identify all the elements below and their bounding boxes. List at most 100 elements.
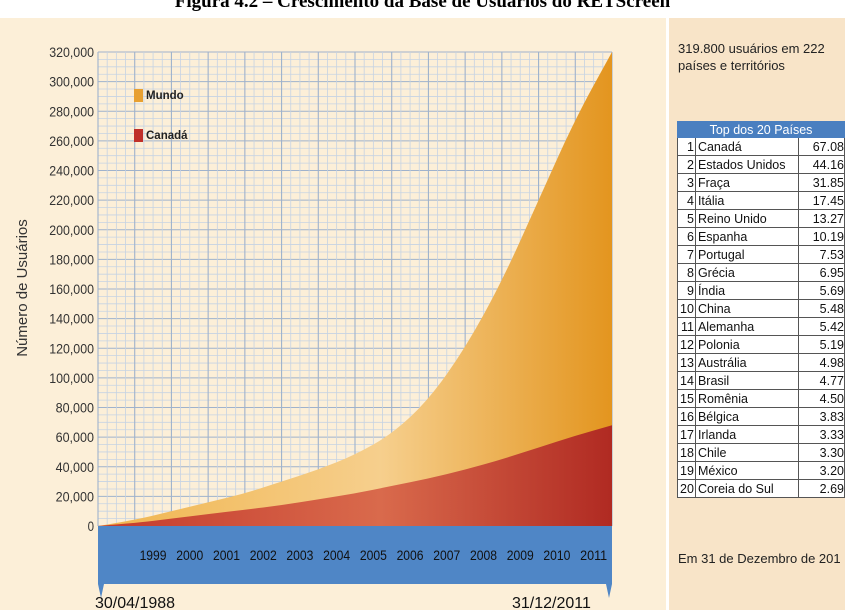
table-row: 8 Grécia 6.95: [678, 264, 845, 282]
y-tick-label: 180,000: [49, 251, 94, 267]
table-row: 2 Estados Unidos 44.16: [678, 156, 845, 174]
y-tick-label: 320,000: [49, 44, 94, 60]
side-panel: 319.800 usuários em 222 países e territó…: [669, 18, 845, 610]
top-countries-table: Top dos 20 Países 1 Canadá 67.08 2 Estados U…: [677, 121, 845, 498]
x-tick-label: 2001: [213, 547, 240, 563]
rank-cell: 1: [678, 138, 696, 156]
end-date-label: 31/12/2011: [512, 595, 591, 610]
legend-label-mundo: Mundo: [146, 90, 184, 102]
table-row: 19 México 3.20: [678, 462, 845, 480]
x-tick-label: 2004: [323, 547, 350, 563]
table-row: 20 Coreia do Sul 2.69: [678, 480, 845, 498]
rank-cell: 14: [678, 372, 696, 390]
rank-cell: 20: [678, 480, 696, 498]
users-cell: 6.95: [798, 264, 844, 282]
y-tick-label: 100,000: [49, 370, 94, 386]
country-cell: Coreia do Sul: [695, 480, 798, 498]
x-tick-label: 2000: [176, 547, 203, 563]
country-cell: Estados Unidos: [695, 156, 798, 174]
table-row: 1 Canadá 67.08: [678, 138, 845, 156]
country-cell: Irlanda: [695, 426, 798, 444]
country-cell: Itália: [695, 192, 798, 210]
x-tick-label: 2008: [470, 547, 497, 563]
rank-cell: 7: [678, 246, 696, 264]
x-tick-label: 2006: [397, 547, 424, 563]
rank-cell: 6: [678, 228, 696, 246]
table-row: 14 Brasil 4.77: [678, 372, 845, 390]
rank-cell: 18: [678, 444, 696, 462]
y-tick-label: 40,000: [56, 459, 95, 475]
table-row: 9 Índia 5.69: [678, 282, 845, 300]
figure-title: Figura 4.2 – Crescimento da Base de Usuá…: [0, 0, 845, 13]
users-cell: 17.45: [798, 192, 844, 210]
users-cell: 4.50: [798, 390, 844, 408]
country-cell: Brasil: [695, 372, 798, 390]
users-cell: 4.77: [798, 372, 844, 390]
users-cell: 3.83: [798, 408, 844, 426]
rank-cell: 8: [678, 264, 696, 282]
rank-cell: 13: [678, 354, 696, 372]
x-tick-label: 2009: [507, 547, 534, 563]
country-cell: Reino Unido: [695, 210, 798, 228]
country-cell: México: [695, 462, 798, 480]
chart-svg: 0 20,000 40,000 60,000 80,000 100,000 120,000 1…: [0, 18, 666, 610]
x-tick-label: 2010: [543, 547, 570, 563]
table-row: 5 Reino Unido 13.27: [678, 210, 845, 228]
x-tick-label: 2007: [433, 547, 460, 563]
users-cell: 31.85: [798, 174, 844, 192]
footer-date-text: Em 31 de Dezembro de 201: [678, 551, 841, 566]
x-tick-label: 2005: [360, 547, 387, 563]
table-row: 10 China 5.48: [678, 300, 845, 318]
table-row: 6 Espanha 10.19: [678, 228, 845, 246]
rank-cell: 15: [678, 390, 696, 408]
users-cell: 4.98: [798, 354, 844, 372]
users-cell: 3.33: [798, 426, 844, 444]
rank-cell: 9: [678, 282, 696, 300]
y-tick-label: 0: [88, 518, 95, 534]
start-date-label: 30/04/1988: [95, 595, 175, 610]
table-row: 7 Portugal 7.53: [678, 246, 845, 264]
table-row: 12 Polonia 5.19: [678, 336, 845, 354]
country-cell: Canadá: [695, 138, 798, 156]
country-cell: Grécia: [695, 264, 798, 282]
users-cell: 3.20: [798, 462, 844, 480]
users-cell: 5.42: [798, 318, 844, 336]
y-tick-label: 280,000: [49, 103, 94, 119]
y-tick-label: 300,000: [49, 74, 94, 90]
country-cell: Romênia: [695, 390, 798, 408]
x-axis-band: [98, 526, 612, 598]
users-cell: 13.27: [798, 210, 844, 228]
users-cell: 2.69: [798, 480, 844, 498]
country-cell: Austrália: [695, 354, 798, 372]
users-cell: 67.08: [798, 138, 844, 156]
y-tick-label: 20,000: [56, 488, 95, 504]
table-row: 17 Irlanda 3.33: [678, 426, 845, 444]
country-cell: China: [695, 300, 798, 318]
users-cell: 44.16: [798, 156, 844, 174]
table-row: 15 Romênia 4.50: [678, 390, 845, 408]
legend-swatch-canada: [134, 129, 143, 142]
y-tick-label: 200,000: [49, 222, 94, 238]
y-tick-label: 260,000: [49, 133, 94, 149]
rank-cell: 5: [678, 210, 696, 228]
rank-cell: 10: [678, 300, 696, 318]
y-axis-label: Número de Usuários: [14, 219, 31, 357]
country-cell: Espanha: [695, 228, 798, 246]
country-cell: Chile: [695, 444, 798, 462]
y-tick-label: 60,000: [56, 429, 95, 445]
y-tick-label: 160,000: [49, 281, 94, 297]
y-tick-label: 80,000: [56, 400, 95, 416]
rank-cell: 3: [678, 174, 696, 192]
rank-cell: 11: [678, 318, 696, 336]
users-cell: 7.53: [798, 246, 844, 264]
rank-cell: 17: [678, 426, 696, 444]
users-cell: 10.19: [798, 228, 844, 246]
table-row: 4 Itália 17.45: [678, 192, 845, 210]
x-tick-label: 2002: [250, 547, 277, 563]
country-cell: Fraça: [695, 174, 798, 192]
rank-cell: 2: [678, 156, 696, 174]
legend: Mundo Canadá: [134, 89, 188, 142]
rank-cell: 4: [678, 192, 696, 210]
users-cell: 3.30: [798, 444, 844, 462]
y-tick-label: 220,000: [49, 192, 94, 208]
